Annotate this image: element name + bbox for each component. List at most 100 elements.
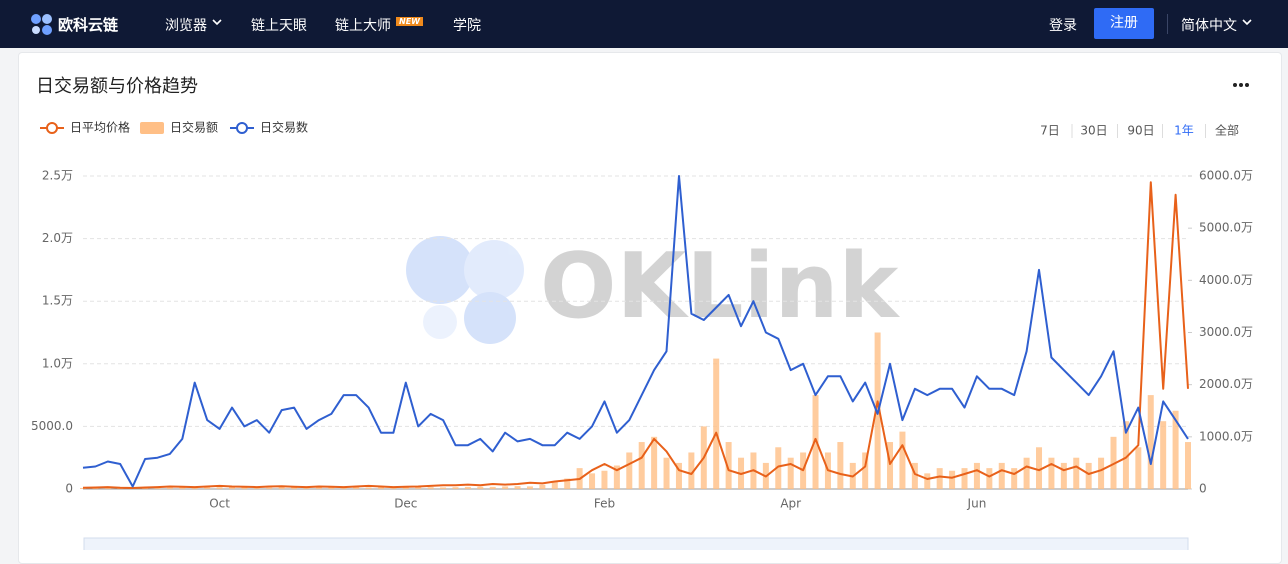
bar (949, 470, 956, 489)
bar (216, 487, 223, 489)
bar (415, 486, 422, 489)
bar (1135, 447, 1142, 489)
nav-item[interactable]: 链上天眼 (251, 18, 307, 34)
bar (1011, 468, 1018, 489)
bar (589, 473, 596, 489)
bar (688, 452, 695, 489)
bar (291, 486, 298, 489)
bar (303, 487, 310, 489)
bar (812, 395, 819, 489)
y2-tick-label: 1000.0万 (1199, 429, 1253, 443)
bar (725, 442, 732, 489)
language[interactable]: 简体中文 (1181, 18, 1237, 34)
bar (837, 442, 844, 489)
bar (377, 487, 384, 489)
bar (365, 487, 372, 489)
range-button[interactable]: 90日 (1127, 124, 1154, 138)
x-tick-label: Oct (209, 497, 230, 511)
bar (328, 486, 335, 489)
nav-item[interactable]: 浏览器 (165, 18, 207, 34)
bar (514, 486, 521, 489)
nav-item[interactable]: 链上大师 (335, 18, 391, 34)
bar (663, 457, 670, 489)
bar (104, 487, 111, 489)
bar (154, 487, 161, 489)
bar (353, 486, 360, 489)
login[interactable]: 登录 (1049, 18, 1077, 34)
bar (1073, 457, 1080, 489)
bar (998, 462, 1005, 489)
bar (924, 473, 931, 489)
bar (961, 468, 968, 489)
bar (489, 486, 496, 489)
range-button[interactable]: 全部 (1215, 123, 1239, 138)
bar (166, 487, 173, 489)
divider (1167, 14, 1168, 34)
bar (266, 487, 273, 489)
legend-swatch (236, 122, 248, 134)
bar (675, 462, 682, 489)
bar (452, 487, 459, 489)
bar (651, 436, 658, 489)
bar (638, 442, 645, 489)
bar (887, 442, 894, 489)
legend-label: 日交易额 (170, 120, 218, 135)
nav-item[interactable]: 学院 (453, 18, 481, 34)
zoom-slider[interactable] (83, 537, 1189, 550)
watermark: OKLink (540, 234, 901, 339)
y-tick-label: 1.5万 (42, 294, 73, 308)
bar (1172, 410, 1179, 489)
y2-tick-label: 3000.0万 (1199, 325, 1253, 339)
bar (936, 468, 943, 489)
y2-tick-label: 4000.0万 (1199, 273, 1253, 287)
bar (1098, 457, 1105, 489)
x-tick-label: Apr (780, 497, 801, 511)
y2-tick-label: 0 (1199, 482, 1207, 496)
bar (440, 487, 447, 489)
bar (315, 487, 322, 489)
range-button[interactable]: 1年 (1174, 124, 1194, 138)
brand[interactable]: 欧科云链 (58, 16, 119, 34)
bar (986, 468, 993, 489)
bar (1036, 447, 1043, 489)
bar (427, 487, 434, 489)
y-tick-label: 5000.0 (31, 419, 73, 433)
register-button[interactable]: 注册 (1094, 8, 1154, 39)
bar (1160, 421, 1167, 489)
bar (526, 486, 533, 489)
more-menu[interactable] (1233, 83, 1249, 87)
top-nav: 欧科云链 浏览器 链上天眼 链上大师 NEW 学院 登录 注册 简体中文 (0, 0, 1288, 48)
line (82, 181, 1189, 489)
bar (613, 465, 620, 489)
new-badge: NEW (396, 17, 423, 26)
bar (1048, 457, 1055, 489)
y2-tick-label: 6000.0万 (1199, 169, 1253, 183)
bar (787, 457, 794, 489)
bar (1147, 395, 1154, 489)
bar (862, 452, 869, 489)
chart: OKLink 日交易额与价格趋势 0 5000.0 1.0万 1.5万 2.0万 2.5万… (31, 76, 1253, 550)
chart-title: 日交易额与价格趋势 (36, 76, 198, 97)
y2-tick-label: 2000.0万 (1199, 377, 1253, 391)
bar (1023, 457, 1030, 489)
y-tick-label: 0 (65, 482, 73, 496)
bar (775, 447, 782, 489)
range-button[interactable]: 7日 (1040, 124, 1060, 138)
bar (228, 486, 235, 489)
y-tick-label: 2.5万 (42, 169, 73, 183)
line (82, 175, 1189, 488)
bar (626, 452, 633, 489)
y-tick-label: 1.0万 (42, 356, 73, 370)
range-button[interactable]: 30日 (1080, 124, 1107, 138)
bar (179, 486, 186, 489)
legend-label: 日平均价格 (70, 120, 130, 135)
bar (1185, 442, 1191, 489)
bar (899, 431, 906, 489)
bar (601, 470, 608, 489)
legend-swatch (140, 122, 164, 134)
watermark-logo (406, 236, 524, 344)
y-tick-label: 2.0万 (42, 231, 73, 245)
bar (1122, 421, 1129, 489)
bar (1085, 462, 1092, 489)
legend-label: 日交易数 (260, 120, 308, 135)
